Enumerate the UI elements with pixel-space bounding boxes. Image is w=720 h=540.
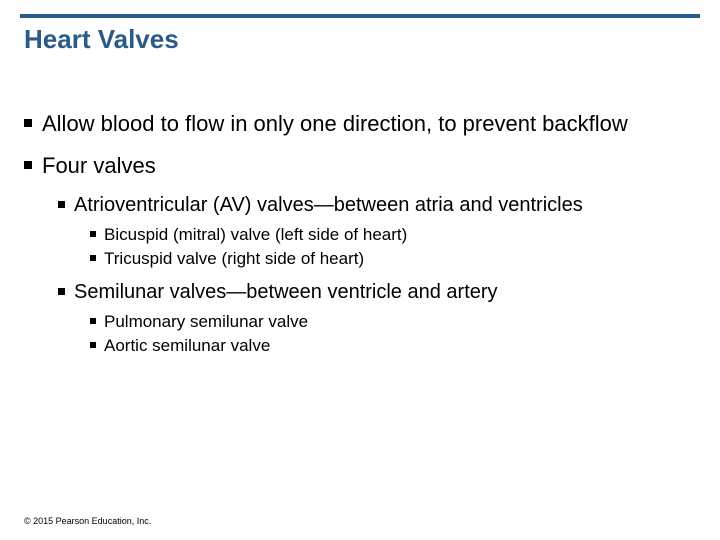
square-bullet-icon	[24, 119, 32, 127]
bullet-lvl2: Semilunar valves—between ventricle and a…	[58, 280, 696, 305]
bullet-lvl1: Four valves	[24, 152, 696, 180]
bullet-text: Tricuspid valve (right side of heart)	[104, 249, 364, 268]
slide-title: Heart Valves	[24, 24, 179, 55]
bullet-text: Four valves	[42, 153, 156, 178]
bullet-lvl3: Pulmonary semilunar valve	[90, 311, 696, 333]
square-bullet-icon	[90, 231, 96, 237]
square-bullet-icon	[58, 288, 65, 295]
square-bullet-icon	[90, 342, 96, 348]
bullet-text: Aortic semilunar valve	[104, 336, 270, 355]
bullet-lvl3: Bicuspid (mitral) valve (left side of he…	[90, 224, 696, 246]
top-rule	[20, 14, 700, 18]
bullet-lvl3: Tricuspid valve (right side of heart)	[90, 248, 696, 270]
bullet-lvl2: Atrioventricular (AV) valves—between atr…	[58, 193, 696, 218]
square-bullet-icon	[58, 201, 65, 208]
bullet-text: Allow blood to flow in only one directio…	[42, 111, 628, 136]
square-bullet-icon	[90, 255, 96, 261]
bullet-text: Atrioventricular (AV) valves—between atr…	[74, 194, 583, 216]
bullet-text: Bicuspid (mitral) valve (left side of he…	[104, 225, 407, 244]
square-bullet-icon	[90, 318, 96, 324]
slide-content: Allow blood to flow in only one directio…	[24, 110, 696, 359]
bullet-text: Pulmonary semilunar valve	[104, 312, 308, 331]
bullet-text: Semilunar valves—between ventricle and a…	[74, 281, 498, 303]
copyright-footer: © 2015 Pearson Education, Inc.	[24, 516, 151, 526]
square-bullet-icon	[24, 161, 32, 169]
bullet-lvl3: Aortic semilunar valve	[90, 335, 696, 357]
bullet-lvl1: Allow blood to flow in only one directio…	[24, 110, 696, 138]
